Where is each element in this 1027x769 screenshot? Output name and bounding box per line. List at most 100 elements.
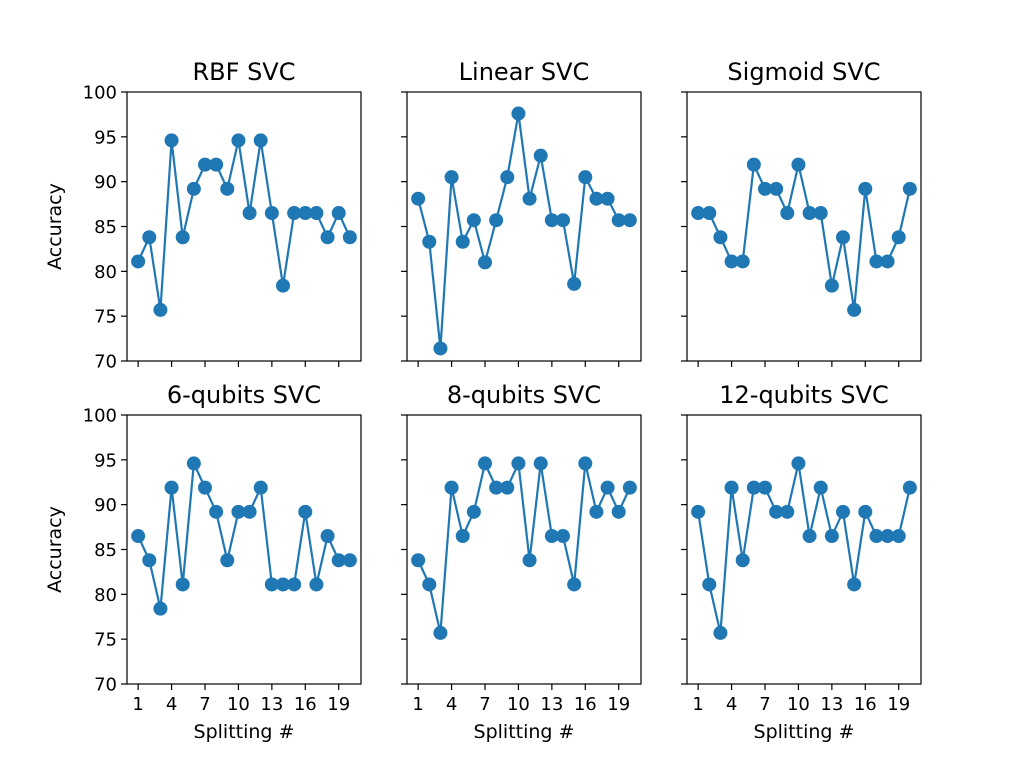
data-point — [342, 553, 357, 568]
data-point — [578, 170, 593, 185]
data-point — [758, 480, 772, 495]
plot-frame — [406, 414, 642, 685]
data-point — [231, 504, 246, 519]
data-point — [858, 504, 873, 519]
data-point — [489, 480, 504, 495]
data-point — [791, 456, 806, 471]
data-point — [735, 553, 750, 568]
data-point — [264, 577, 279, 592]
data-point — [836, 504, 850, 519]
data-point — [444, 170, 459, 185]
data-point — [198, 480, 212, 495]
data-point — [175, 577, 190, 592]
data-point — [600, 480, 615, 495]
data-point — [813, 206, 828, 221]
data-point — [556, 529, 570, 544]
series-line — [417, 462, 631, 634]
data-point — [455, 234, 470, 249]
plot-frame — [686, 414, 922, 685]
data-point — [175, 230, 190, 245]
x-tick-label: 19 — [607, 694, 630, 715]
data-point — [500, 480, 515, 495]
x-tick-label: 4 — [726, 694, 737, 715]
subplot-4: 6-qubits SVC 70 75 80 85 90 95 100 1 4 7 10 13 16 19 Ac… — [44, 381, 362, 743]
data-point — [186, 181, 201, 196]
data-point — [600, 191, 615, 206]
y-tick-label: 100 — [83, 406, 117, 427]
y-tick-label: 85 — [94, 540, 117, 561]
subplot-5: 8-qubits SVC 1 4 7 10 13 16 19 Splitting # — [401, 381, 642, 743]
x-axis-label: Splitting # — [474, 721, 575, 743]
x-axis-label: Splitting # — [194, 721, 295, 743]
data-point — [466, 504, 481, 519]
data-point — [522, 191, 537, 206]
data-point — [433, 625, 448, 640]
data-point — [478, 255, 492, 270]
data-point — [847, 577, 862, 592]
data-point — [522, 553, 537, 568]
x-tick-label: 7 — [199, 694, 210, 715]
data-point — [320, 529, 335, 544]
x-tick-label: 1 — [412, 694, 423, 715]
data-point — [791, 157, 806, 172]
data-point — [511, 106, 526, 121]
subplot-title: 8-qubits SVC — [447, 381, 601, 409]
data-point — [164, 480, 179, 495]
data-point — [611, 213, 626, 228]
data-point — [702, 206, 717, 221]
data-point — [422, 577, 437, 592]
data-point — [858, 181, 873, 196]
data-point — [276, 278, 290, 293]
data-point — [242, 504, 257, 519]
subplot-3: Sigmoid SVC — [681, 58, 922, 367]
data-point — [891, 230, 906, 245]
subplot-6: 12-qubits SVC 1 4 7 10 13 16 19 Splitting # — [681, 381, 922, 743]
x-axis-label: Splitting # — [754, 721, 855, 743]
data-point — [724, 480, 739, 495]
data-point — [902, 181, 917, 196]
data-point — [589, 504, 604, 519]
data-point — [611, 504, 626, 519]
subplot-title: 6-qubits SVC — [167, 381, 321, 409]
data-point — [142, 553, 157, 568]
data-point — [769, 181, 784, 196]
data-point — [422, 234, 437, 249]
y-tick-label: 90 — [94, 172, 117, 193]
data-point — [880, 254, 895, 269]
data-point — [209, 157, 224, 172]
y-tick-label: 75 — [94, 307, 117, 328]
data-point — [411, 553, 426, 568]
data-point — [220, 553, 235, 568]
data-point — [544, 529, 559, 544]
data-point — [869, 254, 884, 269]
y-tick-label: 70 — [94, 675, 117, 696]
data-point — [724, 254, 739, 269]
data-point — [713, 230, 728, 245]
data-point — [164, 133, 179, 148]
data-point — [131, 529, 146, 544]
data-point — [455, 529, 470, 544]
y-tick-label: 85 — [94, 217, 117, 238]
data-point — [869, 529, 884, 544]
x-tick-label: 4 — [446, 694, 457, 715]
x-tick-label: 10 — [787, 694, 810, 715]
data-point — [231, 133, 246, 148]
x-tick-label: 7 — [479, 694, 490, 715]
data-point — [298, 504, 313, 519]
data-point — [220, 181, 235, 196]
plot-frame — [126, 414, 362, 685]
y-tick-label: 95 — [94, 450, 117, 471]
data-point — [253, 480, 268, 495]
subplot-title: 12-qubits SVC — [719, 381, 889, 409]
x-tick-label: 19 — [887, 694, 910, 715]
data-point — [691, 504, 706, 519]
data-point — [142, 230, 157, 245]
y-axis-label: Accuracy — [44, 183, 66, 270]
x-tick-label: 1 — [132, 694, 143, 715]
data-point — [209, 504, 224, 519]
data-point — [331, 206, 346, 221]
data-point — [153, 601, 168, 616]
data-point — [802, 529, 817, 544]
x-tick-label: 13 — [820, 694, 843, 715]
